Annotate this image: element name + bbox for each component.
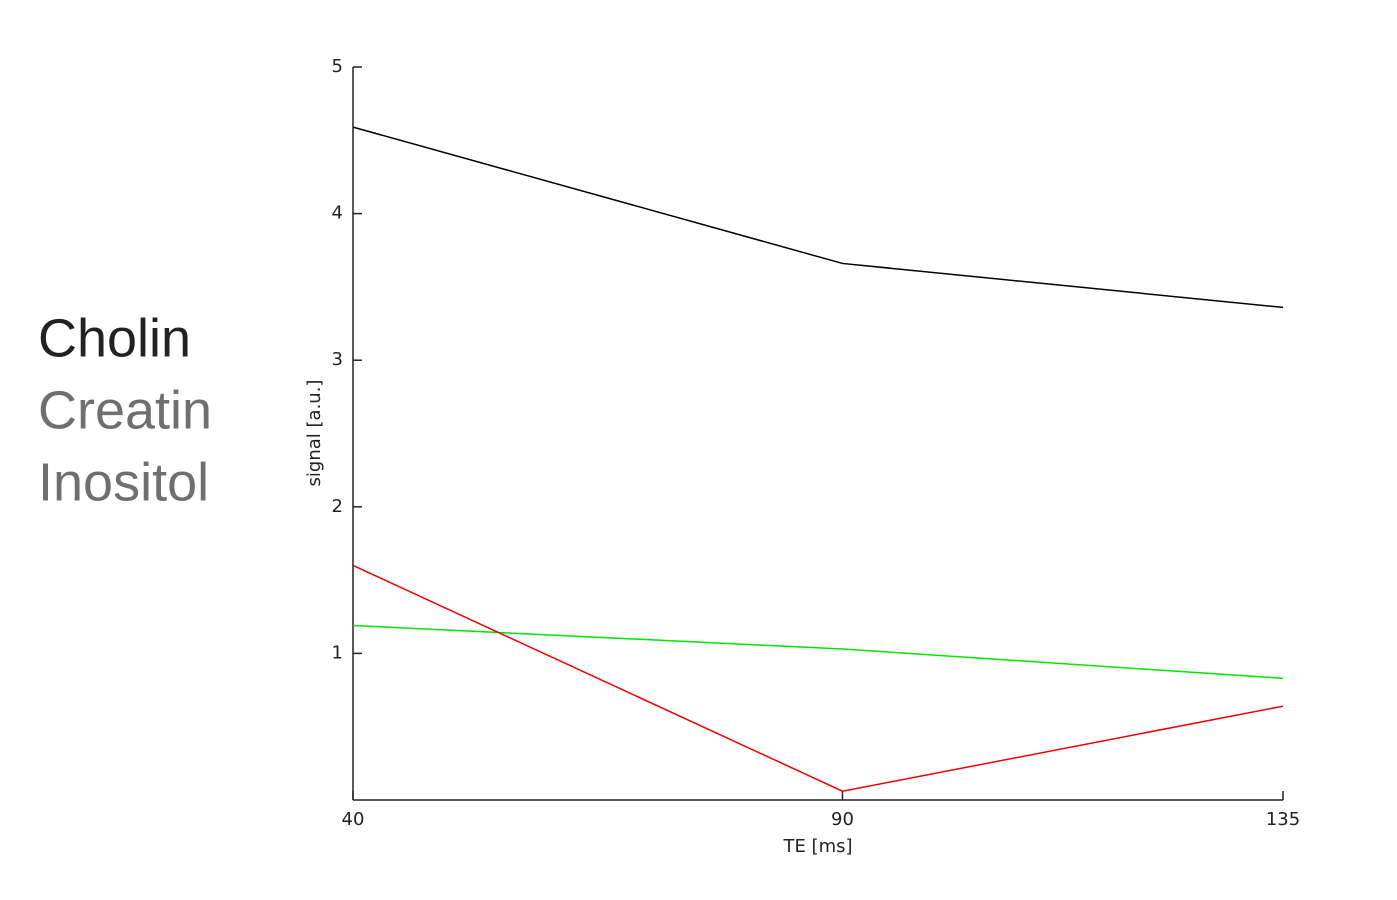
series-line [352, 564, 1284, 792]
y-tick-label: 5 [332, 56, 343, 77]
x-tick-label: 135 [1266, 809, 1300, 830]
legend-text: Cholin [38, 308, 191, 368]
y-axis-label: signal [a.u.] [304, 380, 325, 487]
y-tick-label: 2 [332, 496, 343, 517]
y-tick-label: 1 [332, 642, 343, 663]
series-line [352, 624, 1284, 680]
x-tick-label: 90 [831, 809, 854, 830]
y-tick-label: 4 [332, 203, 343, 224]
y-tick-label: 3 [332, 349, 343, 370]
legend-text: Creatin [38, 380, 212, 440]
x-axis-label: TE [ms] [782, 836, 852, 857]
x-tick-label: 40 [342, 809, 365, 830]
legend-text: Inositol [38, 452, 209, 512]
series-line [352, 126, 1284, 309]
